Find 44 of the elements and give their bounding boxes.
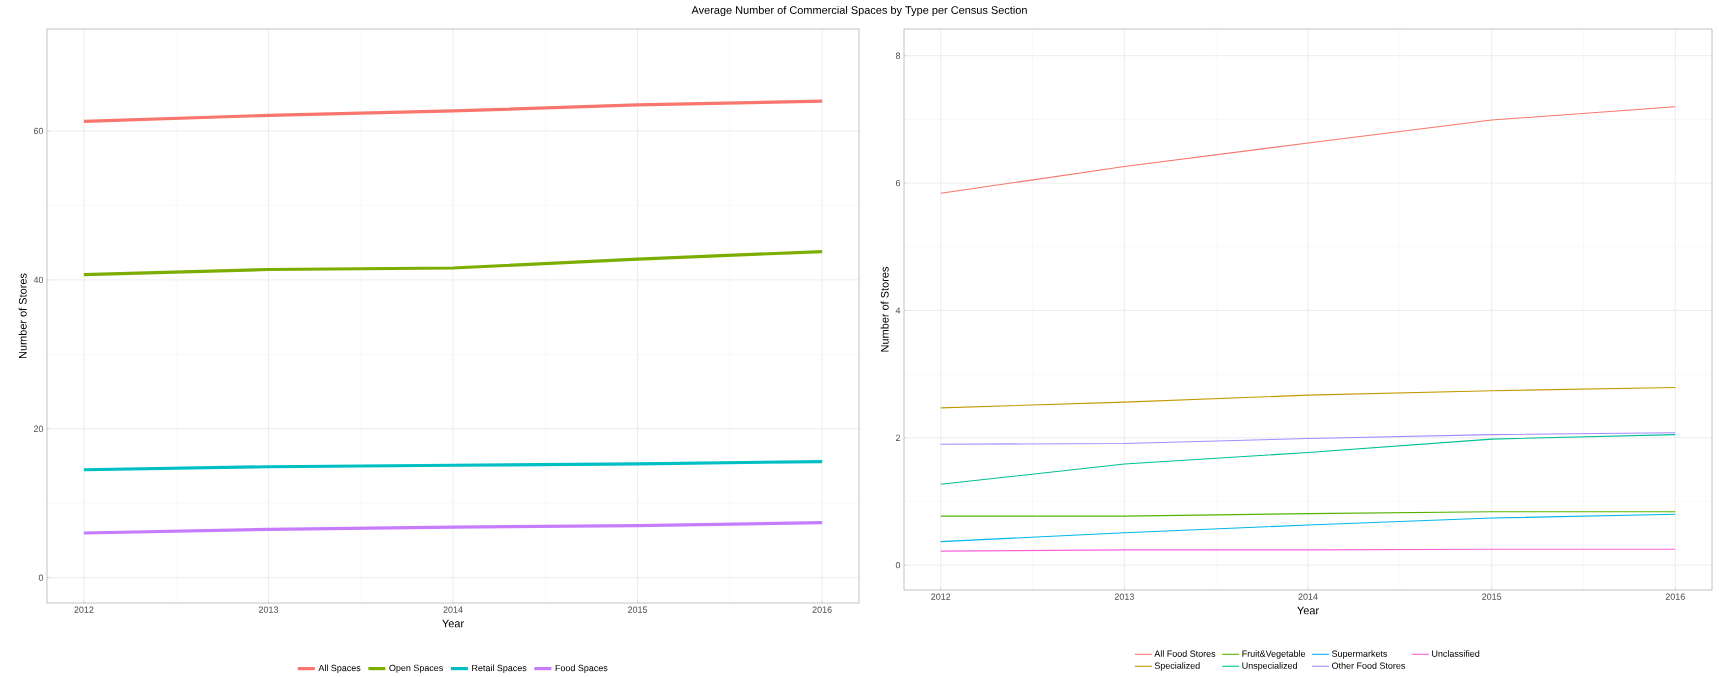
line-series: [940, 434, 1676, 485]
y-tick-label: 0: [38, 574, 44, 581]
line-series: [940, 513, 1676, 543]
line-series: [82, 521, 824, 535]
legend-label: Open Spaces: [389, 664, 443, 673]
line-series: [940, 106, 1676, 194]
legend-label: All Spaces: [318, 664, 361, 673]
x-tick-label: 2016: [1665, 593, 1685, 600]
x-tick-label: 2013: [258, 606, 279, 613]
y-tick-label: 60: [33, 127, 44, 135]
y-tick-label: 0: [895, 562, 901, 569]
legend-label: Unclassified: [1432, 650, 1480, 657]
legend-label: Retail Spaces: [472, 664, 527, 673]
y-tick-label: 6: [895, 179, 901, 187]
x-tick-label: 2016: [812, 606, 832, 613]
y-tick-label: 40: [33, 276, 44, 284]
line-series: [82, 459, 824, 472]
x-tick-label: 2014: [1298, 593, 1318, 600]
x-axis-title: Year: [442, 619, 464, 628]
line-series: [82, 250, 824, 277]
chart-title: Average Number of Commercial Spaces by Type per Census Section: [691, 5, 1027, 17]
legend-label: Other Food Stores: [1332, 662, 1406, 669]
x-tick-label: 2013: [1114, 593, 1134, 600]
x-tick-label: 2014: [443, 606, 463, 613]
y-tick-label: 8: [895, 52, 901, 59]
y-tick-label: 2: [895, 434, 901, 441]
x-tick-label: 2015: [628, 606, 648, 613]
x-tick-label: 2012: [931, 593, 951, 600]
x-axis-title: Year: [1297, 606, 1319, 615]
y-axis-title: Number of Stores: [880, 266, 889, 352]
legend-label: Specialized: [1154, 662, 1200, 671]
line-series: [940, 432, 1676, 445]
y-tick-label: 20: [33, 425, 44, 432]
legend-label: All Food Stores: [1154, 650, 1216, 657]
x-tick-label: 2012: [74, 606, 94, 613]
legend-label: Unspecialized: [1242, 662, 1297, 671]
line-series: [940, 386, 1676, 409]
line-series: [82, 99, 824, 123]
y-axis-title: Number of Stores: [18, 273, 27, 359]
x-tick-label: 2015: [1482, 593, 1502, 600]
legend-label: Fruit&Vegetable: [1242, 650, 1306, 659]
legend-label: Supermarkets: [1332, 650, 1388, 659]
y-tick-label: 4: [895, 307, 901, 314]
legend-label: Food Spaces: [555, 664, 608, 673]
